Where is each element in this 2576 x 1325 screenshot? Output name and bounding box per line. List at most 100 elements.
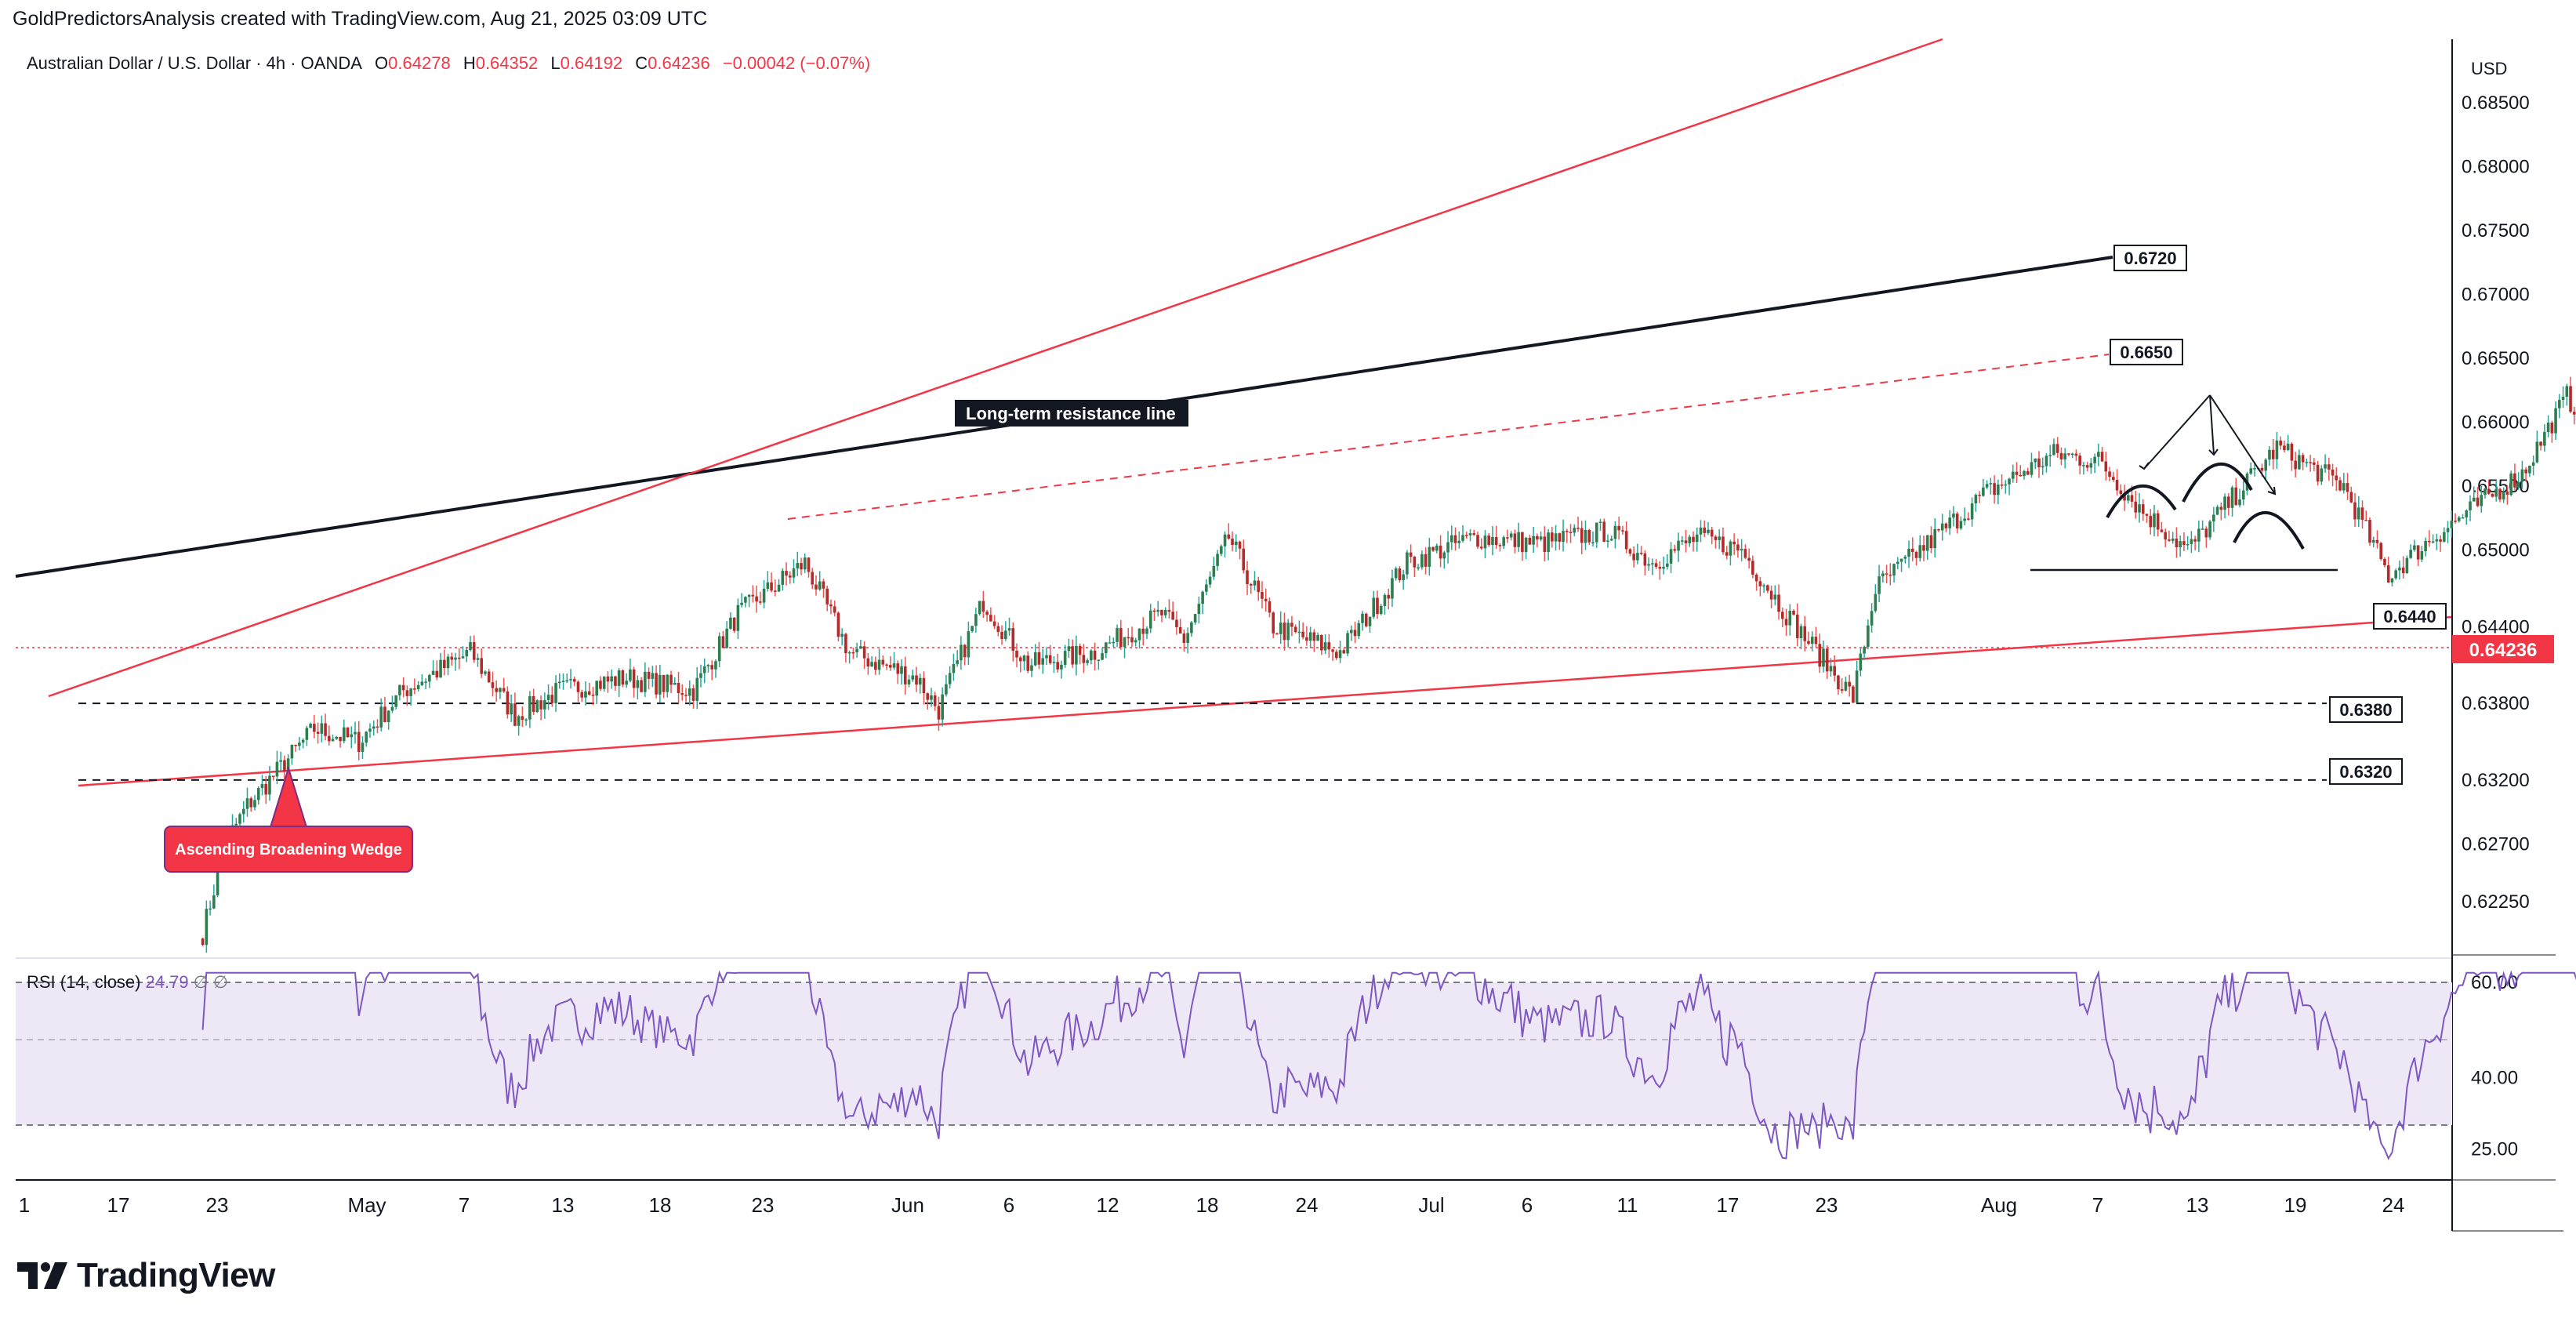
time-tick-label: 24 (2382, 1193, 2405, 1217)
candle-body (2405, 557, 2409, 574)
candle-body (1729, 541, 1732, 556)
candle-body (2141, 504, 2145, 514)
candle-body (2535, 441, 2539, 463)
candle-body (1268, 601, 1272, 613)
candle-body (1000, 632, 1003, 640)
candle-body (866, 658, 870, 667)
candle-body (1551, 532, 1554, 542)
candle-body (677, 682, 680, 694)
level-6380-label[interactable]: 0.6380 (2329, 696, 2403, 723)
candle-body (1680, 540, 1684, 542)
candle-body (2546, 423, 2550, 433)
rsi-legend: RSI (14, close) 24.79 ∅ ∅ (27, 972, 228, 993)
candle-body (301, 739, 305, 743)
candle-body (1970, 503, 1974, 520)
candle-body (1573, 528, 1576, 533)
tradingview-logo[interactable]: TradingView (17, 1256, 275, 1295)
time-tick-label: 23 (752, 1193, 775, 1217)
candle-body (669, 674, 673, 685)
candle-body (1238, 541, 1242, 549)
candle-body (1792, 610, 1795, 615)
candle-body (781, 571, 785, 585)
candle-body (1707, 529, 1710, 533)
candle-body (1558, 533, 1562, 542)
candle-body (543, 699, 546, 710)
candle-body (546, 695, 550, 700)
candle-body (2260, 467, 2264, 471)
candle-body (1722, 536, 1725, 553)
time-tick-label: 7 (2092, 1193, 2103, 1217)
candle-body (1639, 553, 1643, 554)
time-axis[interactable]: 1 17 23 May 7 13 18 23 Jun 6 12 18 24 Jul 6 11 17 23 Aug 7 1… (19, 1193, 2405, 1217)
candle-body (985, 612, 989, 615)
candle-body (1922, 545, 1925, 551)
candle-body (1420, 554, 1424, 568)
candle-body (706, 665, 710, 667)
candle-body (2108, 471, 2111, 477)
candle-body (1082, 655, 1086, 663)
candle-body (591, 694, 595, 696)
long-term-resistance-label[interactable]: Long-term resistance line (955, 400, 1188, 427)
level-6650-label[interactable]: 0.6650 (2110, 339, 2183, 365)
candle-body (1108, 642, 1112, 644)
candle-body (2401, 567, 2405, 574)
candle-body (1472, 533, 1476, 535)
candle-body (1435, 545, 1439, 551)
candle-body (428, 674, 431, 682)
wedge-lower-line[interactable] (78, 615, 2452, 787)
rsi-line[interactable] (201, 969, 2576, 1160)
candle-body (2383, 558, 2386, 565)
dashed-resistance-line[interactable] (787, 354, 2110, 520)
candle-body (1283, 623, 1286, 641)
candle-body (2386, 564, 2390, 583)
candle-body (1799, 626, 1803, 638)
candle-body (762, 588, 766, 603)
candle-body (1249, 584, 1253, 586)
candle-body (1112, 641, 1116, 644)
wedge-upper-line[interactable] (48, 38, 1943, 698)
candle-body (1699, 527, 1703, 535)
level-6320-label[interactable]: 0.6320 (2329, 758, 2403, 785)
candle-body (788, 575, 792, 578)
level-6440-label[interactable]: 0.6440 (2373, 603, 2447, 630)
candle-body (684, 695, 688, 696)
candle-body (803, 557, 807, 570)
high-value: 0.64352 (475, 53, 539, 73)
candle-body (1037, 652, 1041, 665)
level-lines[interactable] (78, 702, 2327, 781)
candle-body (2543, 432, 2546, 446)
candle-body (2279, 440, 2282, 446)
candle-body (1494, 537, 1498, 546)
candle-body (629, 669, 632, 681)
candle-body (1075, 645, 1078, 665)
candlestick-series[interactable] (201, 376, 2576, 953)
candle-body (825, 588, 829, 604)
candle-body (1562, 531, 1565, 542)
candle-body (1387, 594, 1390, 599)
candle-body (2454, 521, 2457, 522)
candle-body (2428, 540, 2431, 543)
price-axis[interactable]: 0.62250 0.62700 0.63200 0.63800 0.64400 0.650… (2462, 93, 2530, 913)
candle-body (216, 868, 220, 895)
candle-body (1595, 522, 1598, 543)
price-axis-currency[interactable]: USD (2471, 59, 2507, 78)
level-6720-label[interactable]: 0.6720 (2113, 245, 2187, 271)
candle-body (1754, 574, 1758, 582)
candle-body (881, 659, 885, 665)
candle-body (725, 628, 728, 648)
candle-body (1417, 567, 1420, 569)
candle-body (1442, 552, 1446, 559)
candle-body (774, 590, 777, 592)
candle-body (1852, 686, 1855, 703)
candle-body (2327, 464, 2331, 470)
rsi-name[interactable]: RSI (14, close) (27, 972, 141, 992)
candle-body (981, 601, 985, 612)
candle-body (554, 683, 557, 703)
candle-body (2186, 543, 2190, 546)
symbol-name[interactable]: Australian Dollar / U.S. Dollar · 4h · O… (27, 53, 362, 73)
candle-body (662, 674, 666, 692)
candle-body (1576, 528, 1580, 529)
wedge-callout[interactable]: Ascending Broadening Wedge (164, 765, 413, 873)
